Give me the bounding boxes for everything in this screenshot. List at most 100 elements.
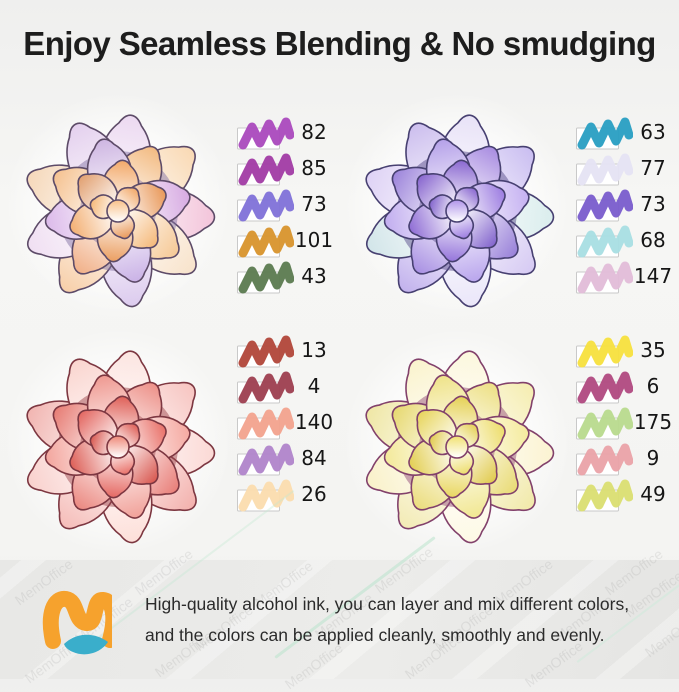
swatch-row: 101 [236,222,339,258]
swatch-number: 82 [301,120,327,144]
swatch-number: 73 [640,192,666,216]
swatch-row: 13 [236,332,339,368]
marker-swatch [237,371,294,404]
marker-swatch [237,443,294,476]
swatch-row: 63 [575,114,678,150]
footer-line-2: and the colors can be applied cleanly, s… [145,624,605,645]
watermark-text: MemOffice [641,607,679,661]
marker-scribble-icon [238,443,294,476]
marker-swatch [576,407,633,440]
swatch-row: 6 [575,368,678,404]
marker-swatch [576,189,633,222]
marker-swatch [237,261,294,294]
marker-scribble-icon [577,407,633,440]
yellow-succulent-illustration [339,324,575,560]
demo-quadrant-yellow-succulent: 35 6 175 9 49 [339,324,678,560]
swatch-number: 63 [640,120,666,144]
marker-swatch [576,479,633,512]
swatch-number: 73 [301,192,327,216]
marker-scribble-icon [577,225,633,258]
marker-scribble-icon [577,261,633,294]
red-succulent-illustration [0,324,236,560]
marker-swatch [237,407,294,440]
watermark-text: MemOffice [621,567,679,621]
swatch-number: 49 [640,482,666,506]
marker-scribble-icon [238,335,294,368]
swatch-number: 68 [640,228,666,252]
swatch-number: 35 [640,338,666,362]
swatch-number: 147 [633,264,673,288]
swatch-row: 77 [575,150,678,186]
swatch-number: 4 [307,374,321,398]
marker-scribble-icon [577,117,633,150]
swatch-row: 73 [236,186,339,222]
swatch-row: 35 [575,332,678,368]
marker-scribble-icon [238,117,294,150]
marker-scribble-icon [577,189,633,222]
swatch-number: 13 [301,338,327,362]
swatch-row: 9 [575,440,678,476]
swatch-number: 9 [646,446,660,470]
logo-wave-shape [64,634,108,654]
swatch-column: 82 85 73 101 43 [236,88,339,324]
swatch-number: 85 [301,156,327,180]
title-band: Enjoy Seamless Blending & No smudging [0,0,679,88]
swatch-row: 85 [236,150,339,186]
marker-swatch [576,261,633,294]
blending-demo-grid: 82 85 73 101 43 63 77 73 68 147 13 4 140 84 26 35 6 175 9 4… [0,88,679,560]
page-title: Enjoy Seamless Blending & No smudging [23,25,656,62]
marker-swatch [576,443,633,476]
swatch-row: 175 [575,404,678,440]
swatch-row: 140 [236,404,339,440]
marker-swatch [237,189,294,222]
swatch-number: 175 [633,410,673,434]
marker-swatch [237,479,294,512]
swatch-row: 26 [236,476,339,512]
peach-succulent-illustration [0,88,236,324]
marker-swatch [237,153,294,186]
marker-swatch [576,153,633,186]
purple-succulent-illustration [339,88,575,324]
marker-scribble-icon [577,479,633,512]
marker-swatch [237,117,294,150]
swatch-number: 26 [301,482,327,506]
demo-quadrant-red-succulent: 13 4 140 84 26 [0,324,339,560]
brand-logo [42,590,112,654]
swatch-number: 101 [294,228,334,252]
swatch-row: 147 [575,258,678,294]
marker-swatch [576,371,633,404]
swatch-number: 84 [301,446,327,470]
swatch-row: 43 [236,258,339,294]
swatch-row: 73 [575,186,678,222]
marker-scribble-icon [238,371,294,404]
logo-m-shape [42,590,112,649]
marker-swatch [237,225,294,258]
marker-scribble-icon [238,261,294,294]
swatch-number: 77 [640,156,666,180]
swatch-number: 140 [294,410,334,434]
marker-swatch [576,335,633,368]
marker-scribble-icon [577,335,633,368]
swatch-column: 13 4 140 84 26 [236,324,339,560]
footer-description: High-quality alcohol ink, you can layer … [145,589,629,651]
marker-scribble-icon [238,189,294,222]
demo-quadrant-peach-succulent: 82 85 73 101 43 [0,88,339,324]
marker-scribble-icon [577,153,633,186]
swatch-column: 35 6 175 9 49 [575,324,678,560]
swatch-row: 4 [236,368,339,404]
marker-scribble-icon [238,479,294,512]
marker-swatch [576,225,633,258]
marker-scribble-icon [238,225,294,258]
swatch-row: 82 [236,114,339,150]
demo-quadrant-purple-succulent: 63 77 73 68 147 [339,88,678,324]
marker-scribble-icon [238,407,294,440]
swatch-row: 68 [575,222,678,258]
swatch-column: 63 77 73 68 147 [575,88,678,324]
footer-line-1: High-quality alcohol ink, you can layer … [145,593,630,614]
swatch-number: 6 [646,374,660,398]
swatch-number: 43 [301,264,327,288]
marker-scribble-icon [238,153,294,186]
footer-band: MemOffice MemOffice MemOffice MemOffice MemO… [0,489,679,692]
marker-scribble-icon [577,443,633,476]
